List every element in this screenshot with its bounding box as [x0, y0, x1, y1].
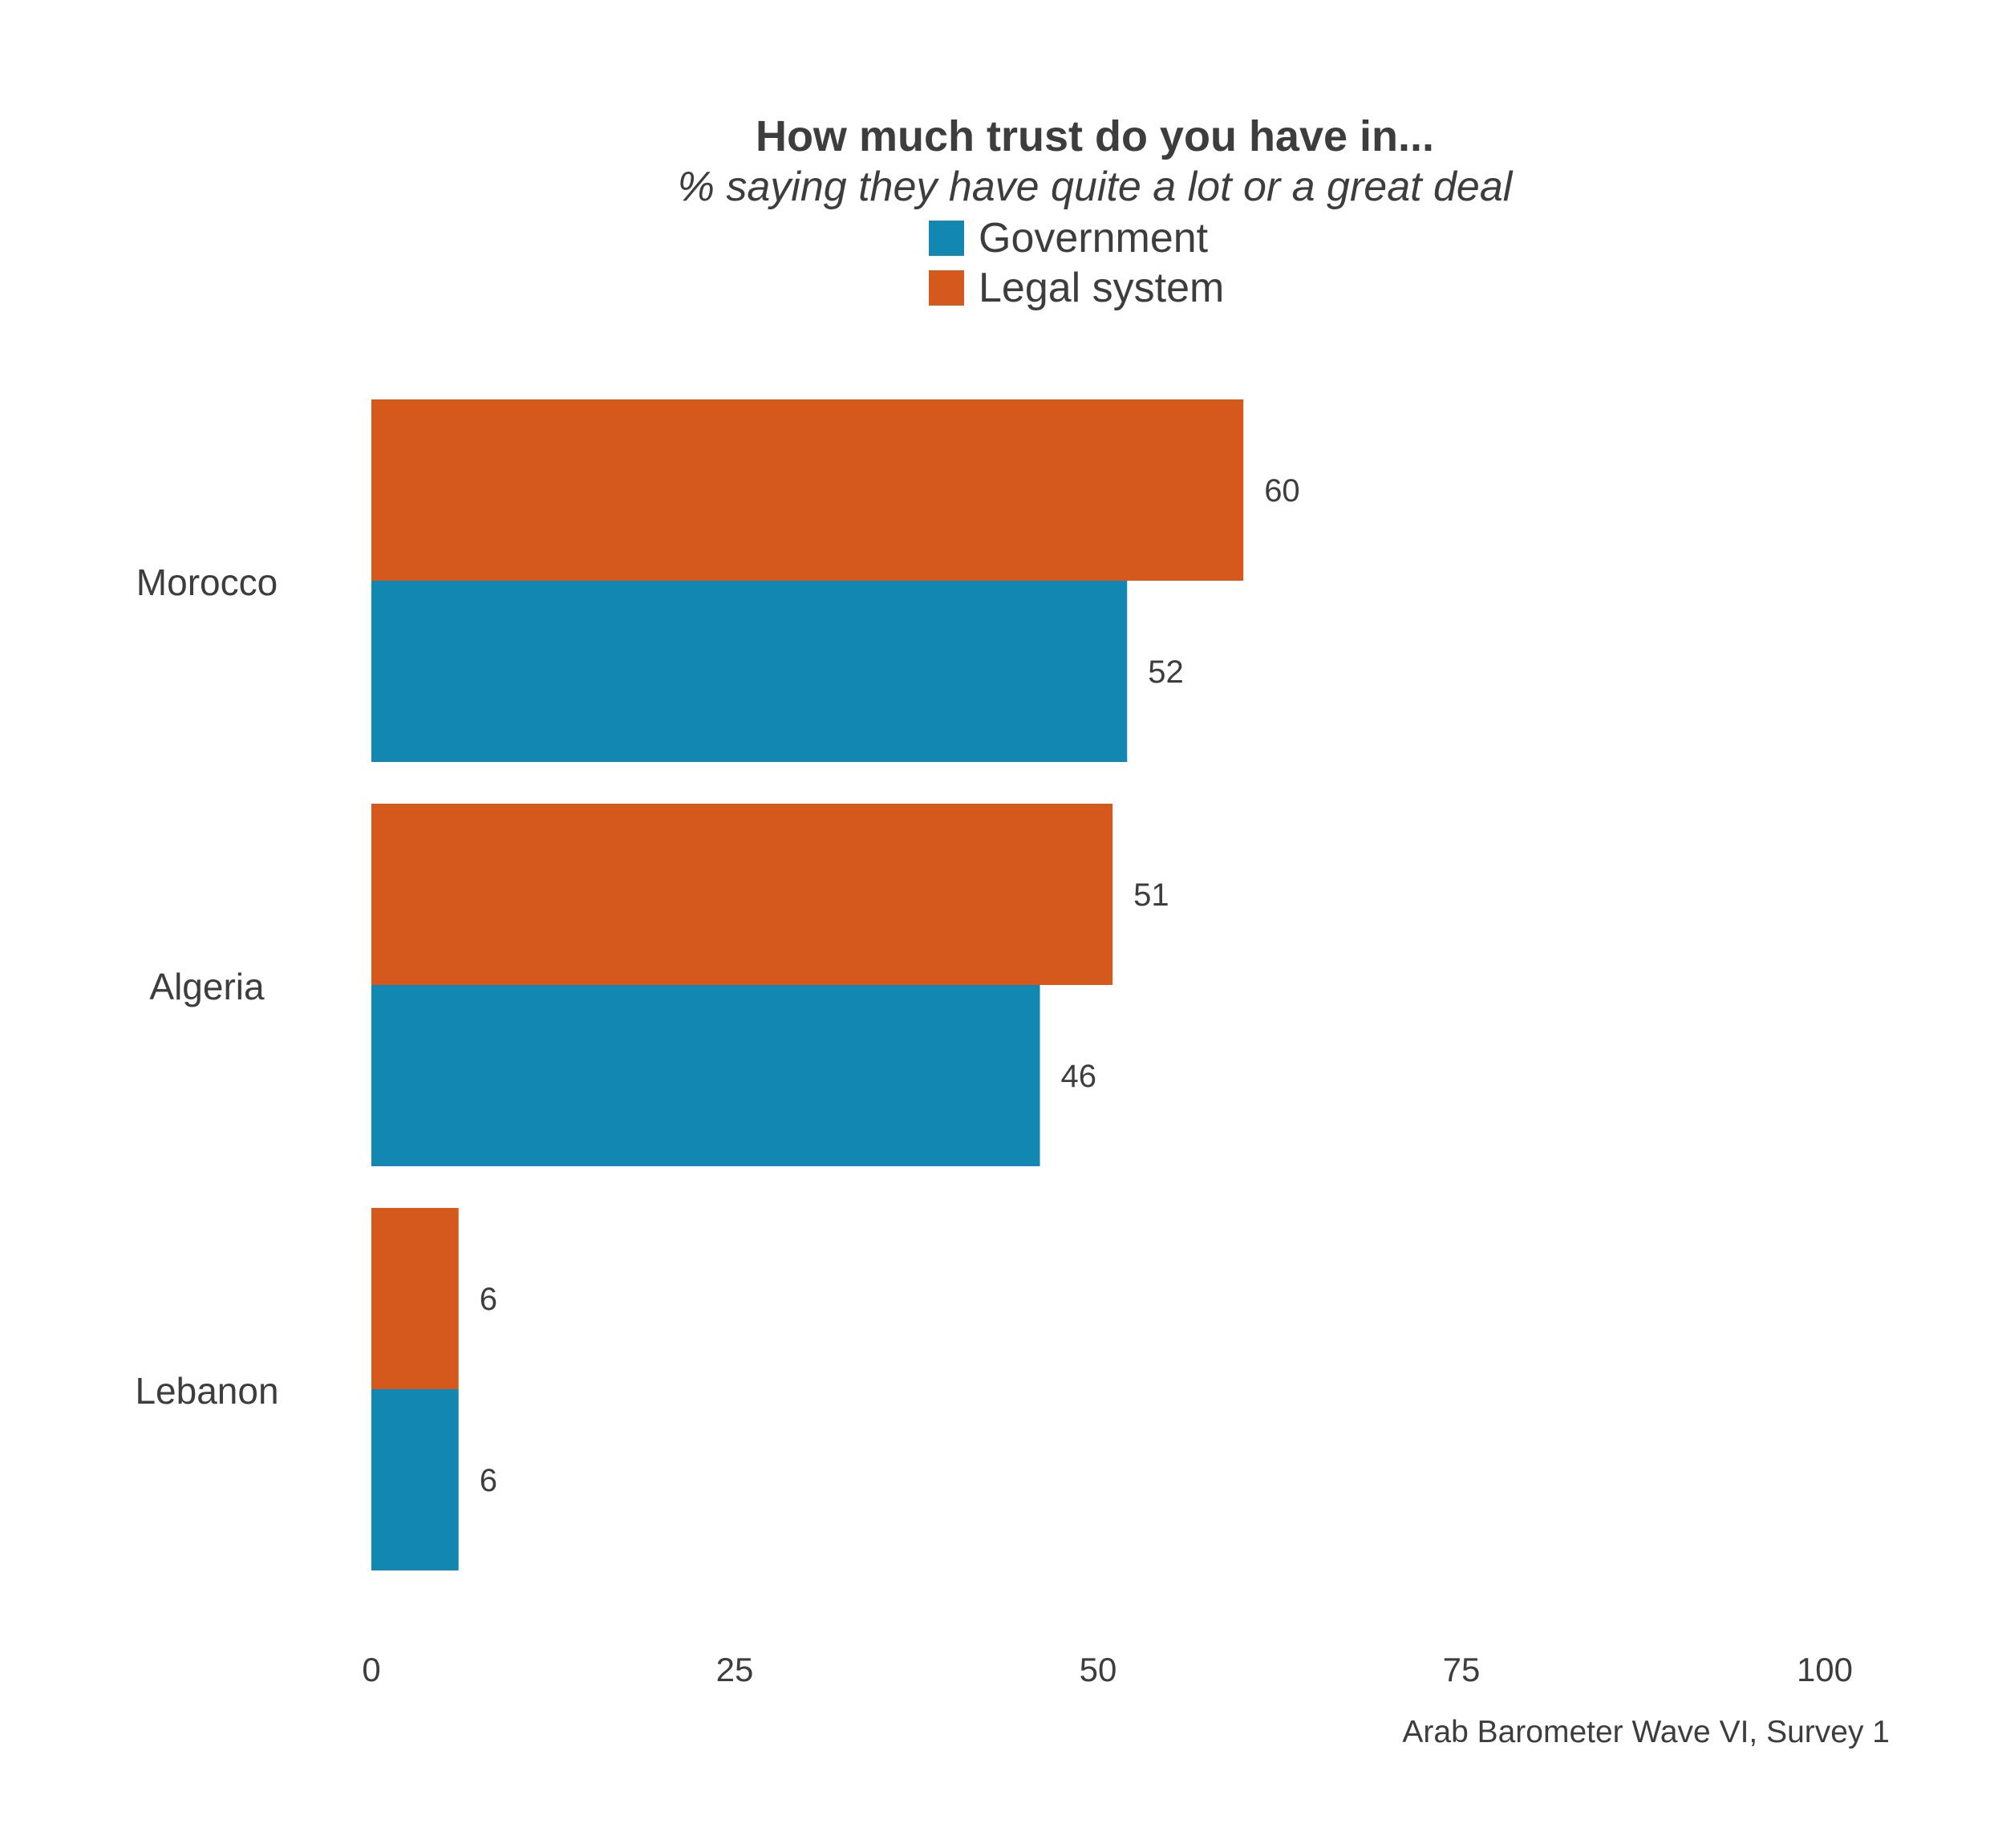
chart-header: How much trust do you have in... % sayin…	[0, 111, 2002, 212]
x-tick-label-0: 0	[362, 1651, 380, 1688]
legend-label-government: Government	[979, 215, 1209, 261]
category-label-morocco: Morocco	[136, 561, 278, 603]
x-tick-label-100: 100	[1797, 1651, 1853, 1688]
x-tick-label-75: 75	[1443, 1651, 1481, 1688]
category-label-lebanon: Lebanon	[135, 1370, 278, 1412]
data-label-morocco-legal-system: 60	[1264, 473, 1300, 509]
data-label-algeria-government: 46	[1061, 1059, 1097, 1094]
bar-morocco-government	[371, 581, 1128, 762]
bar-lebanon-legal-system	[371, 1208, 459, 1389]
bar-algeria-legal-system	[371, 804, 1113, 985]
legend-label-legal-system: Legal system	[979, 265, 1225, 311]
bar-morocco-legal-system	[371, 399, 1244, 581]
bar-lebanon-government	[371, 1389, 459, 1570]
source-caption: Arab Barometer Wave VI, Survey 1	[1402, 1715, 1890, 1749]
x-tick-label-25: 25	[716, 1651, 754, 1688]
data-label-lebanon-legal-system: 6	[480, 1282, 497, 1317]
data-label-algeria-legal-system: 51	[1133, 877, 1169, 913]
chart-legend: Government Legal system	[929, 213, 1224, 313]
chart-title: How much trust do you have in...	[755, 112, 1435, 160]
chart-subtitle: % saying they have quite a lot or a grea…	[677, 164, 1513, 210]
category-label-algeria: Algeria	[149, 966, 265, 1007]
data-label-lebanon-government: 6	[480, 1463, 497, 1498]
legend-item-government: Government	[929, 213, 1224, 263]
legend-swatch-government	[929, 221, 964, 256]
data-label-morocco-government: 52	[1148, 654, 1184, 690]
bar-algeria-government	[371, 985, 1040, 1166]
x-tick-label-50: 50	[1080, 1651, 1117, 1688]
legend-swatch-legal-system	[929, 270, 964, 306]
legend-item-legal-system: Legal system	[929, 263, 1224, 313]
